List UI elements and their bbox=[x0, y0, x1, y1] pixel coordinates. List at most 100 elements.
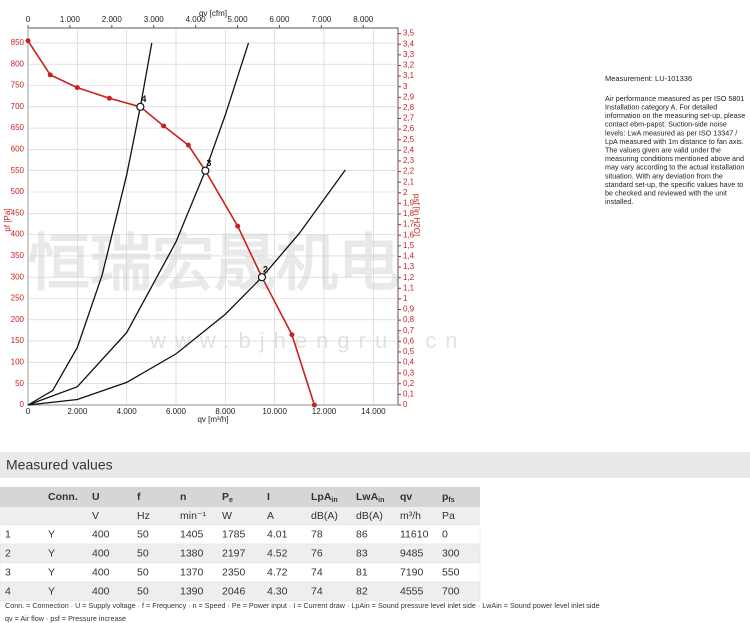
cell: 76 bbox=[311, 547, 323, 559]
y-tick-label: 200 bbox=[11, 315, 25, 324]
cell: Y bbox=[48, 547, 55, 559]
x-axis-label: qv [m³/h] bbox=[197, 415, 228, 424]
x-tick-label: 4.000 bbox=[117, 407, 138, 416]
y2-tick-label: 2,8 bbox=[403, 103, 415, 112]
cell: 4555 bbox=[400, 585, 424, 597]
y2-tick-label: 0,2 bbox=[403, 379, 415, 388]
y2-tick-label: 1,5 bbox=[403, 241, 415, 250]
table-title: Measured values bbox=[6, 457, 113, 473]
y-tick-label: 450 bbox=[11, 208, 25, 217]
y2-tick-label: 1,1 bbox=[403, 283, 415, 292]
marker bbox=[311, 402, 317, 408]
y2-tick-label: 0,6 bbox=[403, 336, 415, 345]
column-header: pfs bbox=[442, 491, 455, 504]
unit: m³/h bbox=[400, 510, 421, 522]
unit: min⁻¹ bbox=[180, 510, 206, 522]
cell: 2350 bbox=[222, 566, 246, 578]
y2-tick-label: 0,1 bbox=[403, 389, 415, 398]
y2-tick-label: 3,5 bbox=[403, 29, 415, 38]
x2-tick-label: 4.000 bbox=[186, 15, 207, 24]
x2-tick-label: 3.000 bbox=[144, 15, 165, 24]
cell: 0 bbox=[442, 528, 448, 540]
column-header: n bbox=[180, 491, 186, 503]
cell: 400 bbox=[92, 528, 110, 540]
y-tick-label: 400 bbox=[11, 230, 25, 239]
watermark: 恒瑞宏晟机电 bbox=[28, 229, 400, 298]
marker bbox=[47, 72, 53, 78]
y2-tick-label: 0,4 bbox=[403, 358, 415, 367]
operating-point bbox=[257, 273, 267, 282]
header-sub: e bbox=[229, 497, 233, 504]
y-tick-label: 150 bbox=[11, 336, 25, 345]
cell: 1405 bbox=[180, 528, 204, 540]
cell: 86 bbox=[356, 528, 368, 540]
marker bbox=[235, 223, 241, 229]
cell: 1380 bbox=[180, 547, 204, 559]
header-main: P bbox=[222, 491, 229, 503]
column-header: f bbox=[137, 491, 141, 503]
unit: A bbox=[267, 510, 274, 522]
y2-tick-label: 1,3 bbox=[403, 262, 415, 271]
y2-tick-label: 2 bbox=[403, 188, 408, 197]
cell: 74 bbox=[311, 566, 323, 578]
x-tick-label: 0 bbox=[26, 407, 31, 416]
cell: 4.72 bbox=[267, 566, 288, 578]
unit: V bbox=[92, 510, 99, 522]
measurement-line: standard set-up, the specific values hav… bbox=[605, 180, 743, 189]
y-tick-label: 700 bbox=[11, 102, 25, 111]
y2-tick-label: 0,9 bbox=[403, 305, 415, 314]
cell: 50 bbox=[137, 585, 149, 597]
x2-tick-label: 6.000 bbox=[269, 15, 290, 24]
y2-tick-label: 1,9 bbox=[403, 199, 415, 208]
unit-row bbox=[0, 507, 480, 525]
column-header: U bbox=[92, 491, 100, 503]
cell: 50 bbox=[137, 566, 149, 578]
header-row bbox=[0, 487, 480, 507]
column-header: LpAin bbox=[311, 491, 338, 504]
x-tick-label: 12.000 bbox=[312, 407, 337, 416]
operating-point bbox=[201, 166, 210, 175]
cell: 550 bbox=[442, 566, 460, 578]
footnote: qv = Air flow · psf = Pressure increase bbox=[5, 614, 126, 623]
cell: 1785 bbox=[222, 528, 246, 540]
y-axis-label: pf [Pa] bbox=[3, 208, 12, 231]
cell: 11610 bbox=[400, 528, 429, 540]
x2-tick-label: 8.000 bbox=[353, 15, 374, 24]
x-tick-label: 8.000 bbox=[215, 407, 236, 416]
cell: Y bbox=[48, 585, 55, 597]
x-tick-label: 2.000 bbox=[67, 407, 88, 416]
cell: Y bbox=[48, 528, 55, 540]
cell: 4.30 bbox=[267, 585, 288, 597]
y-tick-label: 600 bbox=[11, 145, 25, 154]
watermark-url: www.bjhengrui.cn bbox=[149, 328, 466, 353]
y2-tick-label: 2,2 bbox=[403, 167, 415, 176]
y2-tick-label: 3,3 bbox=[403, 50, 415, 59]
unit: Pa bbox=[442, 510, 455, 522]
operating-point bbox=[136, 102, 145, 111]
marker bbox=[74, 85, 80, 91]
series-line bbox=[27, 42, 153, 406]
y2-tick-label: 0,5 bbox=[403, 347, 415, 356]
measurement-line: LpA measured with 1m distance to fan axi… bbox=[605, 137, 744, 146]
y-tick-label: 100 bbox=[11, 358, 25, 367]
measurement-line: Installation category A. For detailed bbox=[605, 103, 717, 112]
cell: 400 bbox=[92, 547, 110, 559]
y-tick-label: 500 bbox=[11, 187, 25, 196]
y2-tick-label: 0,3 bbox=[403, 368, 415, 377]
y2-tick-label: 1 bbox=[403, 294, 408, 303]
y-tick-label: 750 bbox=[11, 81, 25, 90]
x2-tick-label: 0 bbox=[26, 15, 31, 24]
measurement-title: Measurement: LU-101336 bbox=[605, 74, 692, 83]
y2-tick-label: 3,1 bbox=[403, 71, 415, 80]
x-tick-label: 6.000 bbox=[166, 407, 187, 416]
cell: 300 bbox=[442, 547, 460, 559]
series-line bbox=[27, 42, 250, 406]
measurement-line: The values given are valid under the bbox=[605, 146, 721, 155]
measurement-line: situation. With any deviation from the bbox=[605, 171, 723, 180]
cell: 4 bbox=[5, 585, 11, 597]
cell: 400 bbox=[92, 566, 110, 578]
unit: dB(A) bbox=[311, 510, 338, 522]
point-label: 3 bbox=[206, 158, 211, 168]
y-tick-label: 50 bbox=[15, 379, 24, 388]
